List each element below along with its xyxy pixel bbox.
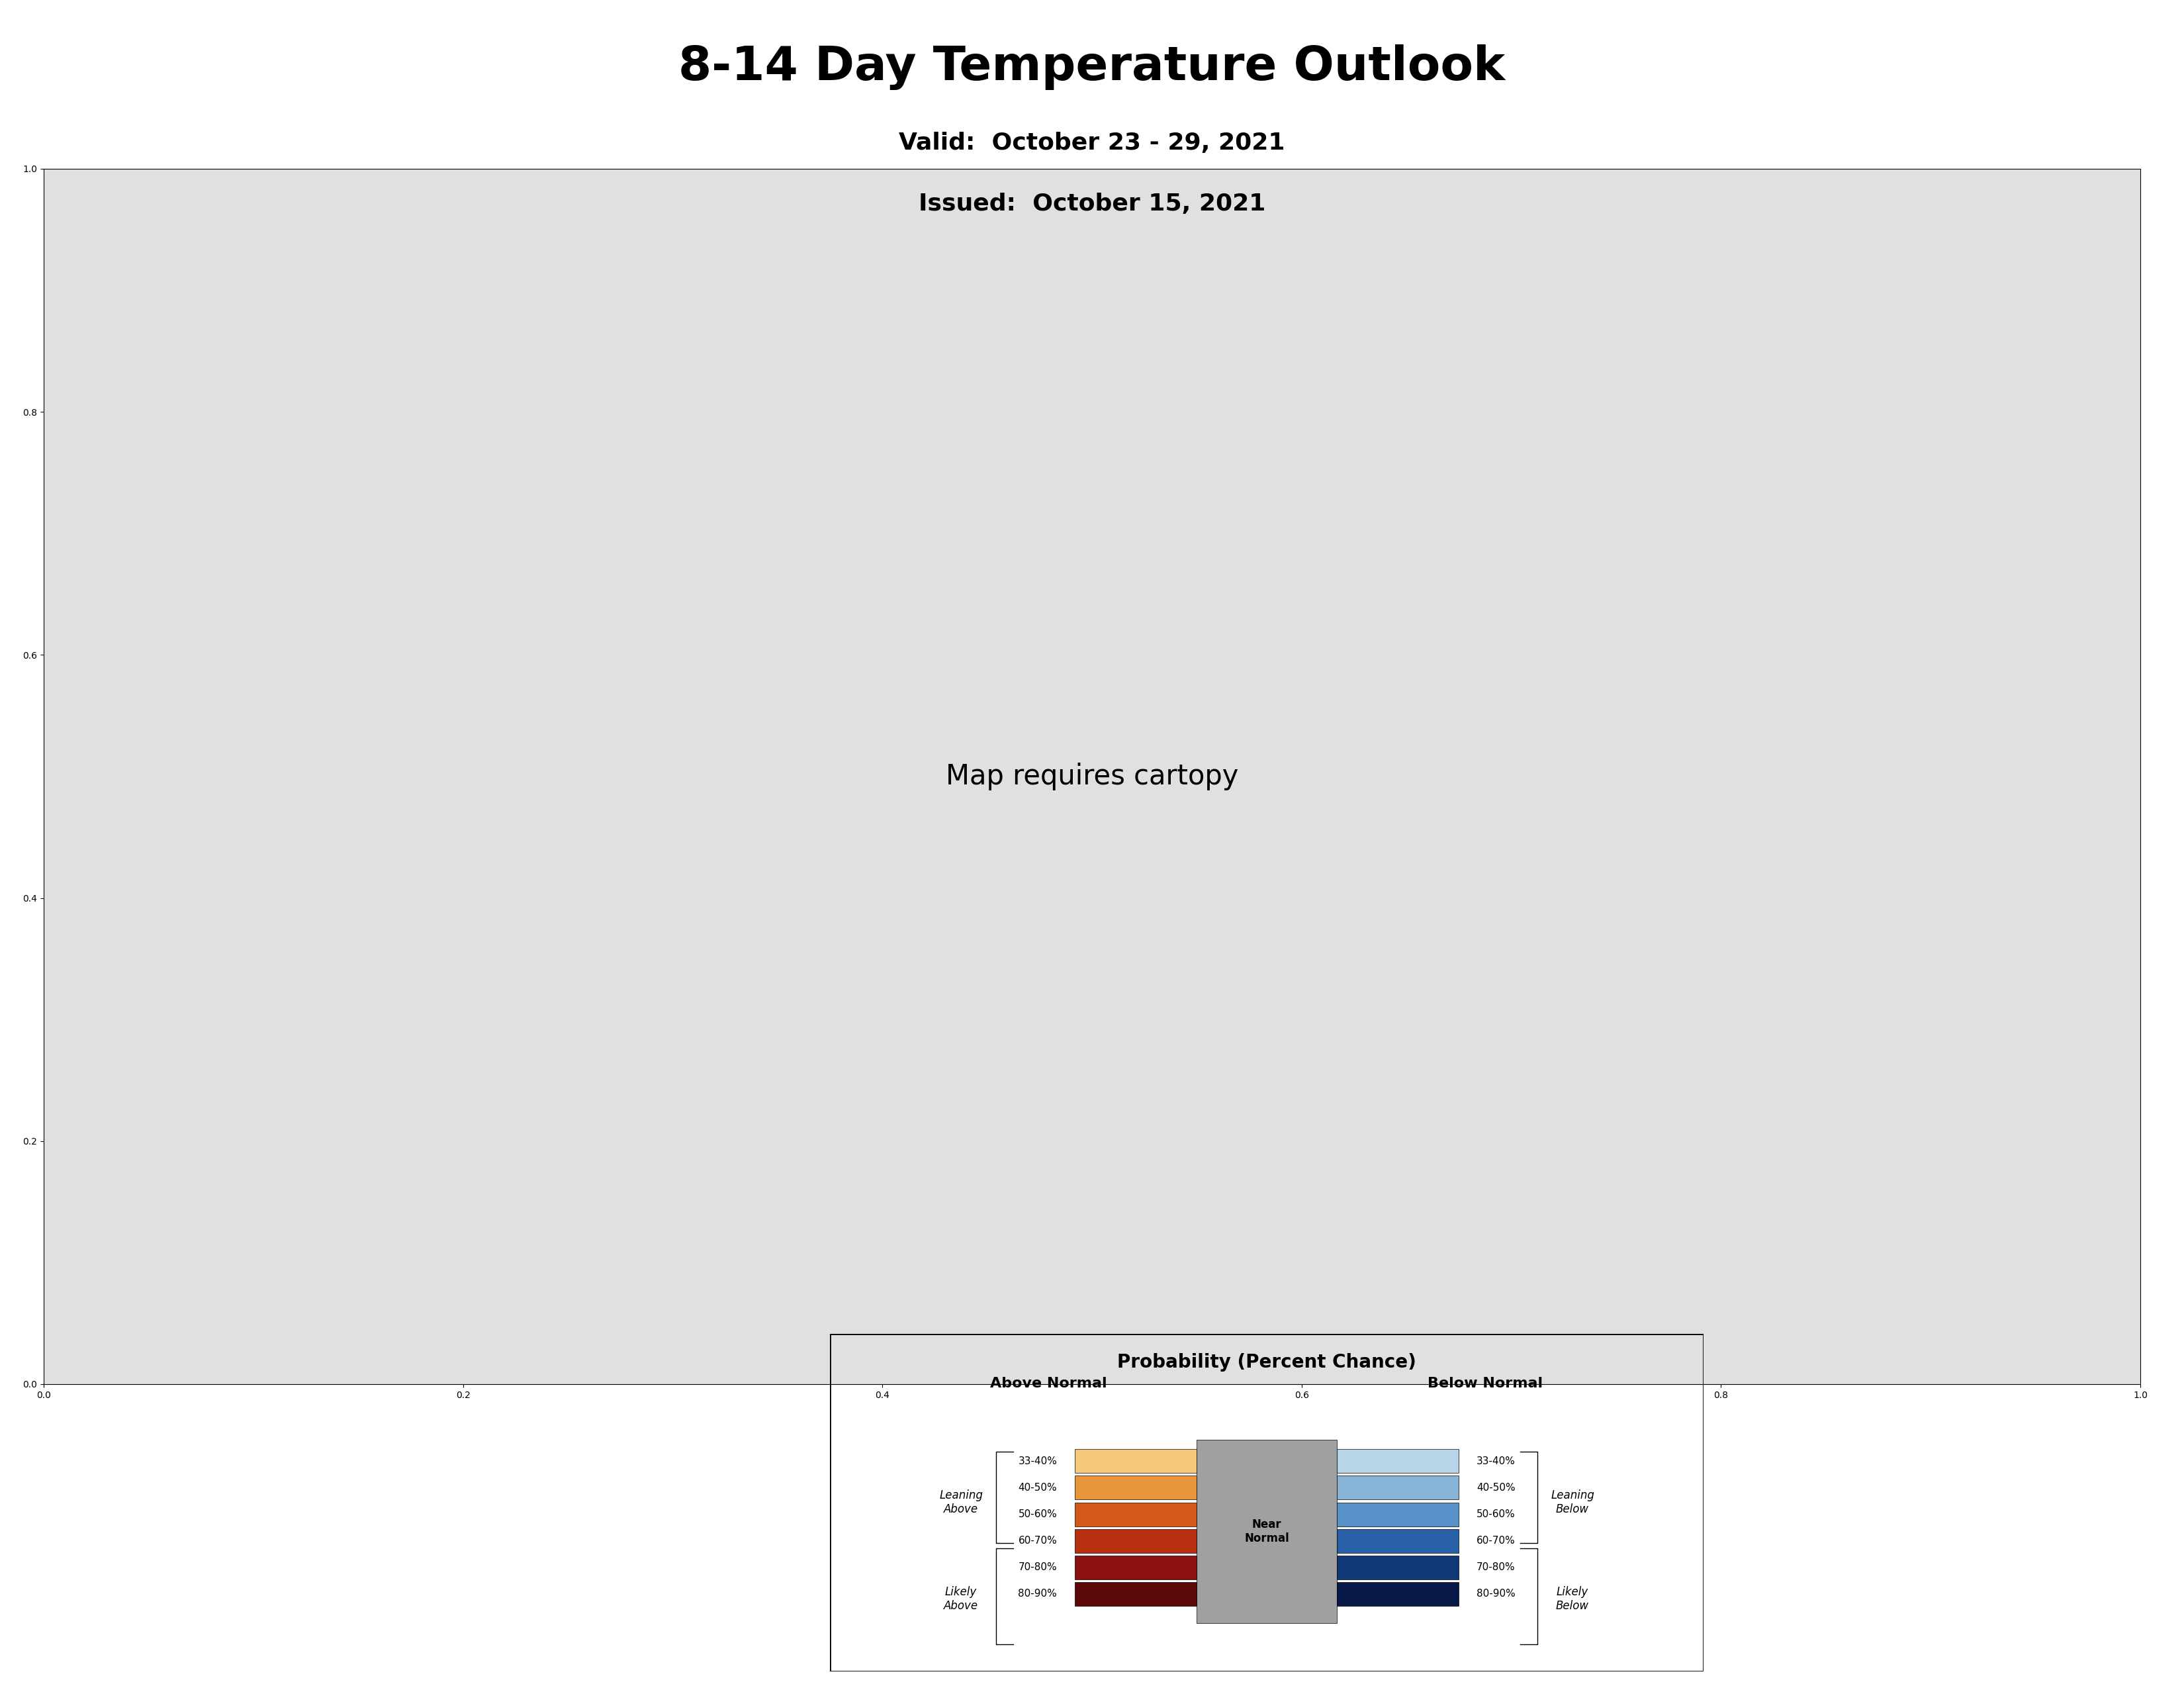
Bar bbox=[1337, 1529, 1459, 1553]
Text: 60-70%: 60-70% bbox=[1018, 1536, 1057, 1546]
Text: 50-60%: 50-60% bbox=[1018, 1509, 1057, 1519]
Text: Likely
Above: Likely Above bbox=[943, 1587, 978, 1612]
Text: 40-50%: 40-50% bbox=[1476, 1482, 1516, 1492]
Bar bbox=[1337, 1450, 1459, 1474]
Text: 80-90%: 80-90% bbox=[1476, 1588, 1516, 1599]
Bar bbox=[1337, 1582, 1459, 1605]
Bar bbox=[1197, 1440, 1337, 1622]
Text: 33-40%: 33-40% bbox=[1476, 1457, 1516, 1467]
Text: 33-40%: 33-40% bbox=[1018, 1457, 1057, 1467]
Text: Above Normal: Above Normal bbox=[989, 1377, 1107, 1391]
Text: 80-90%: 80-90% bbox=[1018, 1588, 1057, 1599]
Text: Map requires cartopy: Map requires cartopy bbox=[946, 763, 1238, 790]
Bar bbox=[1337, 1502, 1459, 1526]
Text: Issued:  October 15, 2021: Issued: October 15, 2021 bbox=[919, 192, 1265, 214]
Text: Below Normal: Below Normal bbox=[1428, 1377, 1542, 1391]
Text: Valid:  October 23 - 29, 2021: Valid: October 23 - 29, 2021 bbox=[900, 132, 1284, 154]
Text: 40-50%: 40-50% bbox=[1018, 1482, 1057, 1492]
Text: Near
Normal: Near Normal bbox=[1245, 1519, 1289, 1545]
Text: 8-14 Day Temperature Outlook: 8-14 Day Temperature Outlook bbox=[679, 44, 1505, 89]
Bar bbox=[1075, 1555, 1197, 1580]
Text: Leaning
Below: Leaning Below bbox=[1551, 1489, 1594, 1516]
Text: Probability (Percent Chance): Probability (Percent Chance) bbox=[1118, 1352, 1415, 1371]
Bar bbox=[1075, 1450, 1197, 1474]
Text: 70-80%: 70-80% bbox=[1018, 1563, 1057, 1572]
Bar bbox=[1337, 1475, 1459, 1499]
Text: Leaning
Above: Leaning Above bbox=[939, 1489, 983, 1516]
Text: Likely
Below: Likely Below bbox=[1555, 1587, 1590, 1612]
Text: 70-80%: 70-80% bbox=[1476, 1563, 1516, 1572]
Bar bbox=[1337, 1555, 1459, 1580]
Bar bbox=[1075, 1529, 1197, 1553]
Text: 50-60%: 50-60% bbox=[1476, 1509, 1516, 1519]
Bar bbox=[1075, 1582, 1197, 1605]
Bar bbox=[1075, 1475, 1197, 1499]
Text: 60-70%: 60-70% bbox=[1476, 1536, 1516, 1546]
Bar bbox=[1075, 1502, 1197, 1526]
